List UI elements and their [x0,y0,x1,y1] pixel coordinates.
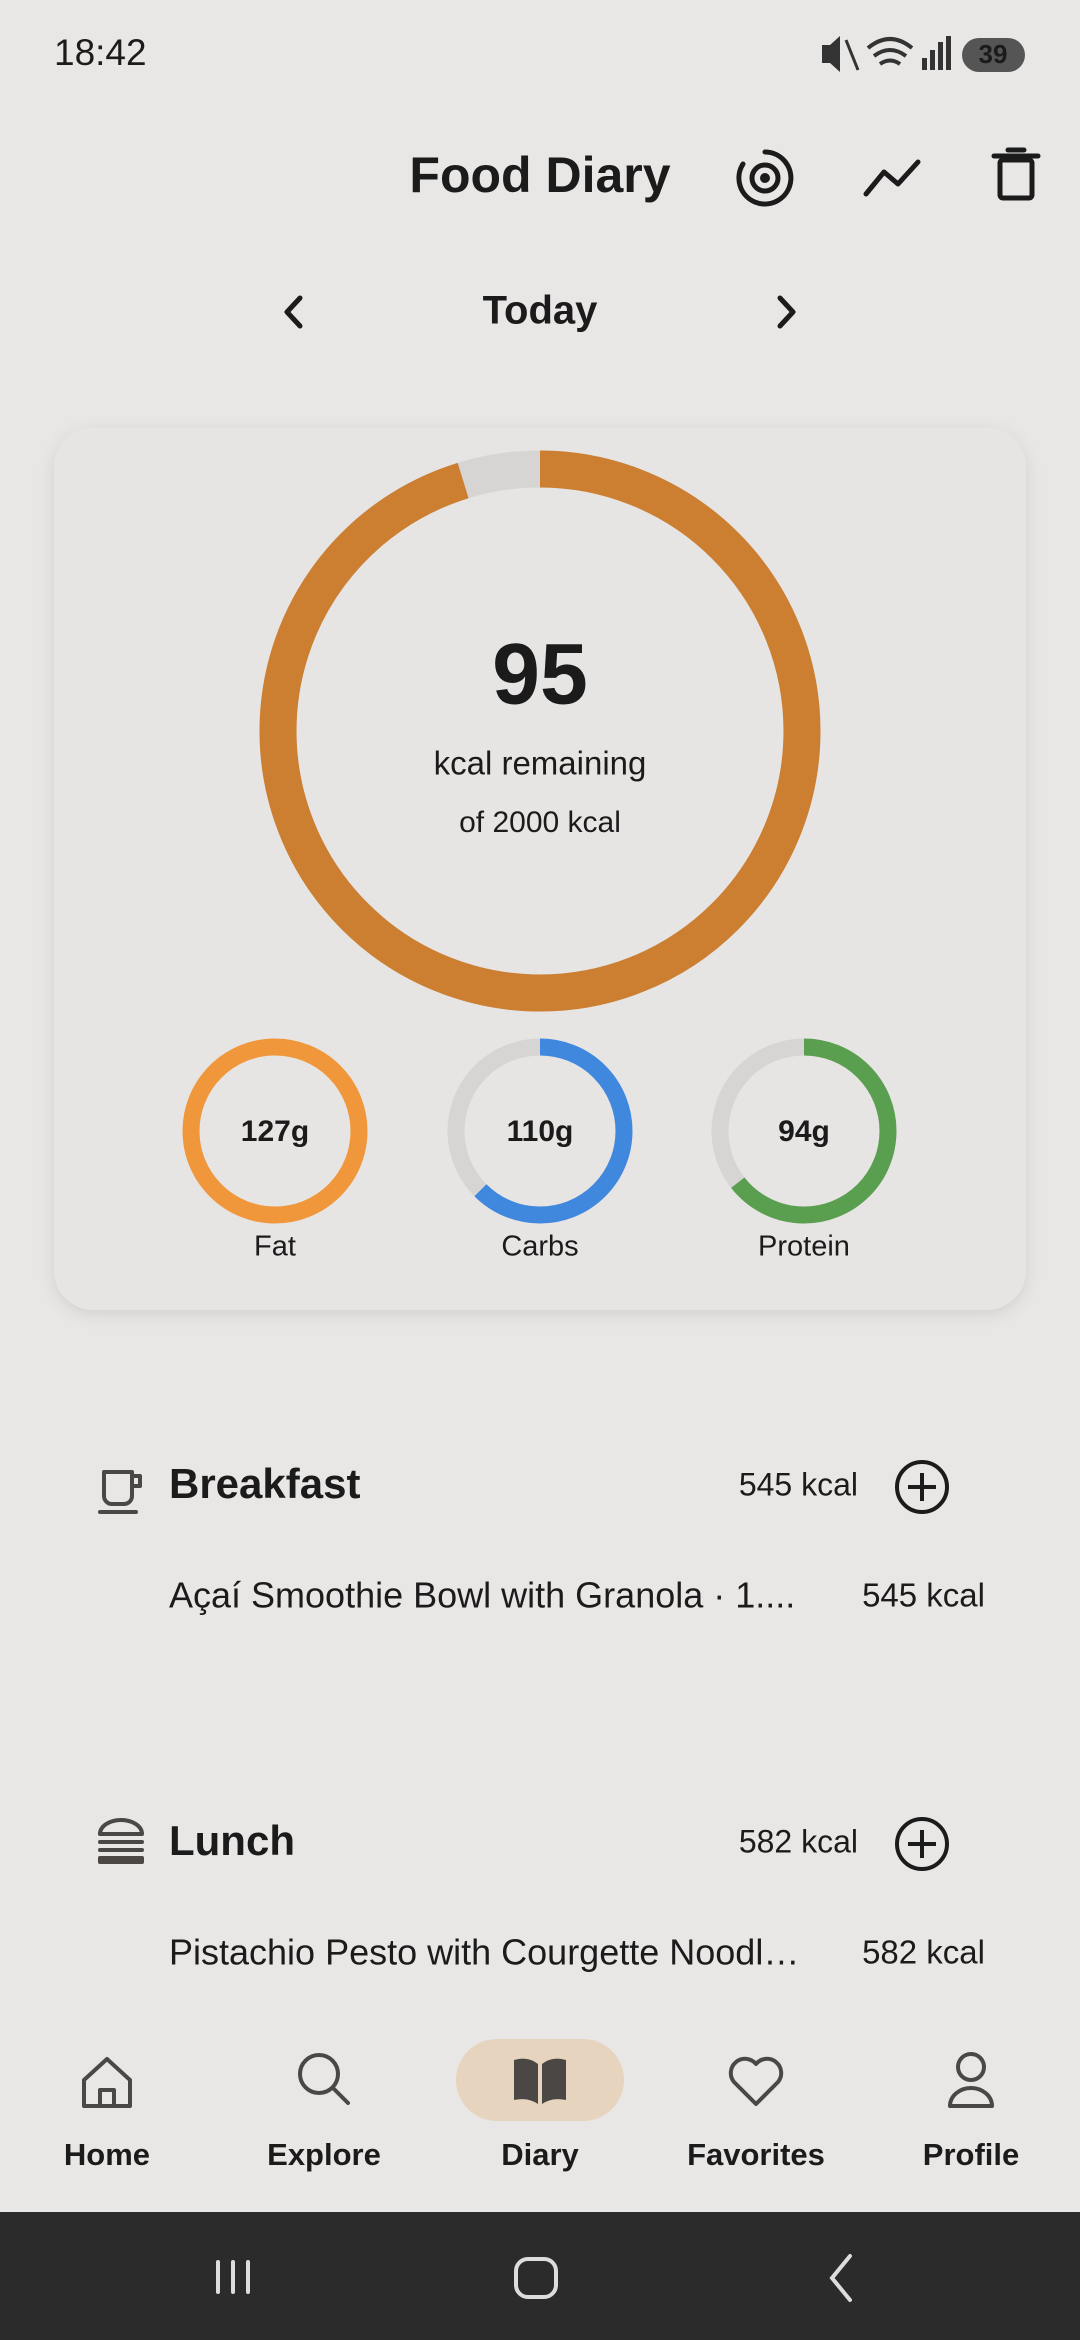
nav-label: Home [64,2137,150,2172]
nav-item[interactable]: Explore [267,2137,381,2172]
back-button[interactable] [829,2254,852,2302]
system-nav-bar [0,2212,1080,2340]
carbs-ring [447,1038,633,1224]
macro-rings [182,1038,897,1224]
recents-button[interactable] [216,2260,250,2294]
goal-label: of 2000 kcal [459,806,621,839]
page-title: Food Diary [409,147,670,203]
trends-button[interactable] [863,159,921,197]
food-kcal: 545 kcal [862,1577,985,1614]
add-circle [895,1460,949,1514]
add-plus [908,1830,936,1858]
favorites-icon [728,2056,784,2106]
explore-icon [298,2053,350,2105]
meal-name: Lunch [169,1817,295,1864]
add-food-button[interactable] [895,1460,949,1514]
battery [962,38,1025,72]
status-icons [822,36,951,72]
nav-item[interactable]: Home [64,2137,150,2172]
nav-label: Explore [267,2137,381,2172]
goals-button[interactable] [736,149,794,207]
nav-active-indicator [456,2039,624,2121]
add-food-button[interactable] [895,1817,949,1871]
food-name: Pistachio Pesto with Courgette Noodl… [169,1932,799,1973]
food-name: Açaí Smoothie Bowl with Granola · 1.... [169,1575,795,1616]
protein-ring [711,1038,897,1224]
macro-value: 94g [778,1115,830,1148]
diary-icon [514,2058,566,2104]
macro-label: Carbs [501,1231,578,1263]
calorie-ring-progress [259,450,821,1012]
home-button[interactable] [514,2257,558,2299]
nav-item[interactable]: Diary [501,2137,579,2172]
macro-value: 110g [507,1115,574,1148]
remaining-kcal: 95 [492,627,588,723]
date-label: Today [483,289,599,333]
battery-level: 39 [979,39,1008,69]
previous-day[interactable] [284,295,303,329]
meal-name: Breakfast [169,1460,360,1507]
lunch-icon [98,1818,144,1864]
food-entry[interactable]: Pistachio Pesto with Courgette Noodl… 582… [169,1932,985,1973]
food-kcal: 582 kcal [862,1934,985,1971]
status-time: 18:42 [54,32,147,73]
nav-item[interactable]: Profile [923,2137,1019,2172]
home-icon [82,2057,132,2108]
nav-label: Profile [923,2137,1019,2172]
meal-kcal: 582 kcal [739,1823,858,1859]
meal-kcal: 545 kcal [739,1466,858,1502]
macro-labels: 127g Fat 110g Carbs 94g Protein [241,1115,850,1263]
nav-label: Diary [501,2137,579,2172]
macro-value: 127g [241,1115,309,1148]
add-plus [908,1473,936,1501]
next-day[interactable] [777,295,796,329]
add-circle [895,1817,949,1871]
breakfast-icon [98,1470,142,1514]
profile-icon [948,2052,994,2108]
food-entry[interactable]: Açaí Smoothie Bowl with Granola · 1.... 5… [169,1575,985,1616]
remaining-label: kcal remaining [434,745,647,782]
nav-label: Favorites [687,2137,825,2172]
bottom-nav: Home Explore Diary Favorites Profile [64,2137,1019,2172]
macro-label: Protein [758,1231,850,1263]
fat-ring [182,1038,368,1224]
nav-item[interactable]: Favorites [687,2137,825,2172]
delete-button[interactable] [991,147,1041,201]
macro-label: Fat [254,1231,296,1263]
